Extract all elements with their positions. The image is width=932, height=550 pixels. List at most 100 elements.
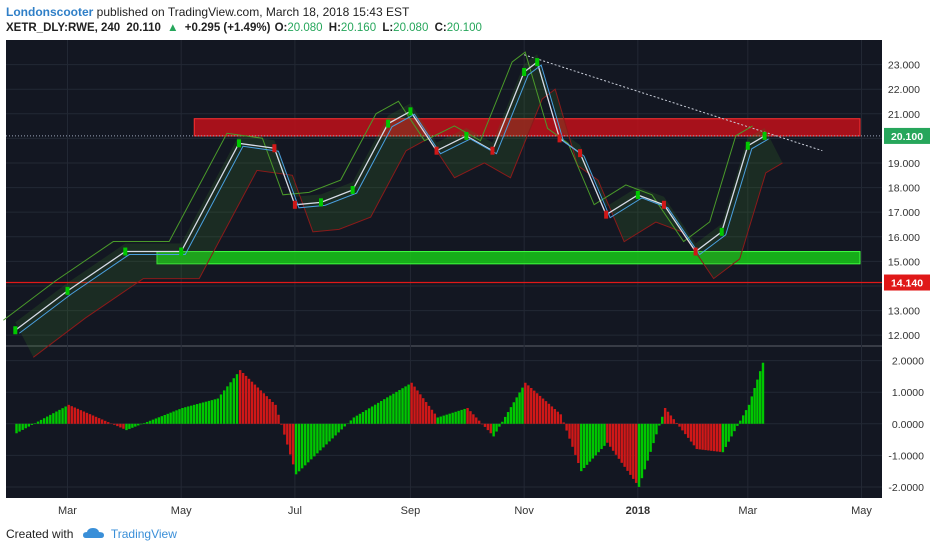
y-tick-label: 23.000 bbox=[888, 60, 920, 72]
moving-average-line bbox=[19, 64, 769, 334]
up-arrow-icon: ▲ bbox=[167, 22, 179, 34]
momentum-bar bbox=[64, 406, 67, 424]
momentum-bar bbox=[241, 373, 245, 424]
momentum-bar bbox=[310, 423, 313, 460]
momentum-bar bbox=[698, 423, 701, 450]
chart-canvas[interactable]: Mar May Jul Sep Nov 2018 Mar May 23.000 22.000 21.… bbox=[0, 40, 932, 518]
current-price-label-box bbox=[884, 127, 930, 144]
price-candle bbox=[693, 247, 698, 256]
momentum-bar bbox=[451, 412, 454, 424]
momentum-bar bbox=[571, 423, 574, 447]
momentum-bar bbox=[169, 412, 172, 424]
momentum-bar bbox=[463, 408, 466, 424]
axis-labels: Mar May Jul Sep Nov 2018 Mar May 23.000 22.000 21.… bbox=[58, 60, 930, 517]
momentum-bar bbox=[232, 378, 235, 424]
momentum-bar bbox=[477, 420, 481, 424]
momentum-bar bbox=[568, 423, 571, 439]
momentum-bar bbox=[556, 411, 560, 424]
momentum-bar bbox=[163, 414, 166, 424]
momentum-bar bbox=[655, 423, 658, 435]
momentum-bar bbox=[742, 415, 745, 424]
x-tick-label: Nov bbox=[514, 505, 534, 517]
momentum-bar bbox=[386, 397, 389, 424]
high-label: H: bbox=[328, 22, 341, 34]
momentum-bar bbox=[559, 414, 562, 424]
momentum-bar bbox=[469, 411, 472, 424]
momentum-bar bbox=[178, 409, 181, 424]
price-candle bbox=[661, 200, 666, 209]
momentum-bar bbox=[36, 421, 40, 424]
momentum-bar bbox=[416, 390, 419, 424]
x-tick-label: Mar bbox=[58, 505, 77, 517]
momentum-bar bbox=[219, 394, 223, 424]
momentum-bar bbox=[207, 400, 211, 424]
x-tick-label: 2018 bbox=[626, 505, 650, 517]
momentum-bar bbox=[721, 423, 725, 453]
momentum-bar bbox=[304, 423, 307, 466]
momentum-bar bbox=[524, 382, 527, 424]
momentum-bar bbox=[349, 420, 353, 424]
momentum-bar bbox=[710, 423, 713, 451]
momentum-bar bbox=[392, 393, 395, 424]
momentum-bar bbox=[380, 401, 383, 424]
momentum-bar bbox=[675, 422, 678, 424]
momentum-bar bbox=[76, 408, 80, 424]
horizontal-line-label: 14.140 bbox=[891, 278, 923, 290]
momentum-bar bbox=[88, 414, 92, 424]
momentum-bar bbox=[39, 419, 43, 424]
momentum-bar bbox=[538, 395, 542, 424]
momentum-bar bbox=[585, 423, 589, 465]
momentum-bar bbox=[521, 387, 524, 424]
price-axis-background bbox=[882, 40, 932, 498]
momentum-tick-label: -2.0000 bbox=[888, 482, 924, 494]
momentum-bar bbox=[280, 423, 283, 425]
momentum-tick-label: 2.0000 bbox=[892, 356, 924, 368]
footer: Created with TradingView bbox=[6, 527, 177, 542]
momentum-bar bbox=[70, 406, 73, 424]
momentum-bar bbox=[430, 409, 434, 424]
price-candle bbox=[762, 131, 767, 140]
price-candle bbox=[123, 247, 128, 256]
tradingview-link[interactable]: TradingView bbox=[110, 527, 177, 541]
support-zone bbox=[156, 251, 861, 265]
momentum-bar bbox=[373, 404, 377, 424]
momentum-bar bbox=[128, 423, 131, 429]
momentum-bar bbox=[175, 410, 178, 424]
x-tick-label: Sep bbox=[401, 505, 421, 517]
published-text: published on TradingView.com, March 18, … bbox=[96, 5, 410, 19]
momentum-bar bbox=[277, 414, 280, 424]
current-price-label: 20.100 bbox=[891, 131, 923, 143]
momentum-bar bbox=[512, 402, 516, 424]
momentum-bar bbox=[91, 415, 95, 424]
momentum-bar bbox=[515, 397, 518, 424]
momentum-bar bbox=[198, 403, 202, 424]
momentum-bar bbox=[229, 382, 232, 424]
momentum-bar bbox=[343, 423, 346, 427]
momentum-bar bbox=[724, 423, 728, 447]
momentum-bar bbox=[609, 423, 612, 447]
x-tick-label: May bbox=[851, 505, 872, 517]
momentum-bar bbox=[666, 411, 670, 424]
momentum-bar bbox=[643, 423, 647, 470]
momentum-bar bbox=[184, 407, 187, 424]
momentum-bar bbox=[637, 423, 641, 487]
publish-line: Londonscooter published on TradingView.c… bbox=[6, 5, 409, 19]
momentum-bar bbox=[678, 423, 681, 427]
momentum-bar bbox=[94, 416, 98, 424]
momentum-bar bbox=[125, 423, 128, 431]
momentum-bar bbox=[100, 419, 104, 424]
momentum-bar bbox=[67, 404, 70, 424]
momentum-bar bbox=[190, 405, 193, 424]
author-link[interactable]: Londonscooter bbox=[6, 5, 94, 19]
momentum-bar bbox=[541, 398, 545, 424]
price-candle bbox=[578, 149, 583, 158]
momentum-bar bbox=[663, 408, 667, 424]
momentum-bar bbox=[340, 423, 343, 430]
y-tick-label: 13.000 bbox=[888, 306, 920, 318]
momentum-bar bbox=[730, 423, 733, 437]
momentum-bar bbox=[761, 362, 765, 424]
momentum-bar bbox=[331, 423, 334, 439]
momentum-bar bbox=[695, 423, 699, 450]
momentum-bar bbox=[419, 394, 422, 424]
momentum-bar bbox=[744, 410, 748, 424]
